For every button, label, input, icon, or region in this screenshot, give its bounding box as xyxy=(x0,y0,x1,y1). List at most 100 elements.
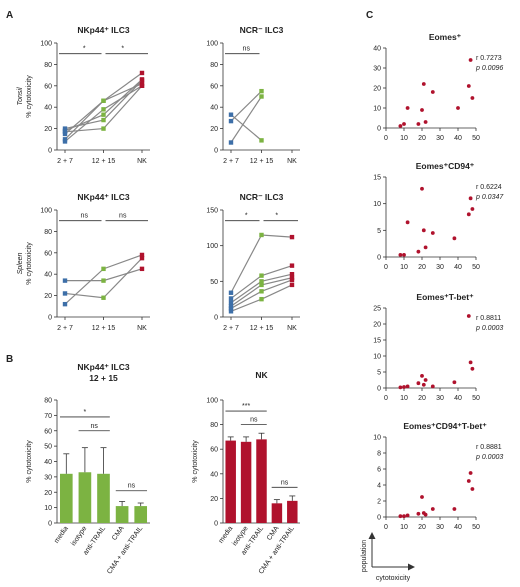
p-value: p 0.0003 xyxy=(475,454,503,461)
y-tick-label: 80 xyxy=(44,398,52,405)
x-tick-label: 30 xyxy=(436,264,444,271)
data-point xyxy=(402,514,406,519)
data-point xyxy=(405,513,410,518)
y-tick-label: 0 xyxy=(377,126,381,133)
y-axis-label: % cytotoxicity xyxy=(26,242,33,285)
x-tick-label: 0 xyxy=(384,264,388,271)
chart-title: Eomes⁺CD94⁺ xyxy=(416,161,475,171)
data-point xyxy=(259,88,264,94)
chart-title: NKp44⁺ ILC3 xyxy=(77,25,129,35)
data-point xyxy=(101,112,106,117)
y-tick-label: 10 xyxy=(44,505,52,512)
significance-label: *** xyxy=(242,403,250,410)
y-tick-label: 20 xyxy=(373,86,381,93)
x-tick-label: 50 xyxy=(472,135,480,142)
y-tick-label: 10 xyxy=(373,106,381,113)
data-point xyxy=(402,252,406,257)
x-tick-label: 2 + 7 xyxy=(57,158,73,165)
x-tick-label: 2 + 7 xyxy=(223,158,239,165)
chart-title: Eomes⁺T-bet⁺ xyxy=(416,292,474,302)
y-tick-label: 0 xyxy=(48,148,52,155)
x-tick-label: 20 xyxy=(418,135,426,142)
data-point xyxy=(139,70,145,76)
x-tick-label: 12 + 15 xyxy=(92,158,116,165)
significance-label: ns xyxy=(90,423,98,430)
y-tick-label: 0 xyxy=(214,521,218,528)
y-tick-label: 60 xyxy=(210,83,218,90)
x-tick-label: isotype xyxy=(70,525,89,547)
y-tick-label: 40 xyxy=(210,105,218,112)
data-point xyxy=(259,94,264,99)
data-point xyxy=(228,112,234,117)
panel-label-b: B xyxy=(6,354,13,365)
data-point xyxy=(101,98,106,103)
x-tick-label: 40 xyxy=(454,395,462,402)
y-tick-label: 10 xyxy=(373,435,381,442)
y-axis-label: % cytotoxicity xyxy=(26,75,33,118)
y-tick-label: 15 xyxy=(373,338,381,345)
y-tick-label: 150 xyxy=(206,208,218,215)
x-tick-label: 20 xyxy=(418,395,426,402)
y-tick-label: 15 xyxy=(373,175,381,182)
data-point xyxy=(456,106,460,110)
significance-label: * xyxy=(121,46,124,53)
significance-label: ns xyxy=(119,213,127,220)
data-point xyxy=(228,309,234,314)
data-point xyxy=(420,186,424,191)
data-point xyxy=(228,140,234,145)
x-tick-label: 30 xyxy=(436,135,444,142)
data-point xyxy=(430,507,435,511)
y-tick-label: 20 xyxy=(44,490,52,497)
bar xyxy=(59,473,73,523)
significance-label: ns xyxy=(281,479,289,486)
data-point xyxy=(468,196,473,201)
data-point xyxy=(259,289,264,294)
data-point xyxy=(101,126,106,131)
data-point xyxy=(289,272,295,277)
y-tick-label: 8 xyxy=(377,451,381,458)
data-point xyxy=(430,384,435,389)
x-tick-label: 12 + 15 xyxy=(92,325,116,332)
data-point xyxy=(468,360,473,365)
data-point xyxy=(101,278,106,283)
x-tick-label: 20 xyxy=(418,524,426,531)
r-value: r 0.6224 xyxy=(476,184,502,191)
data-point xyxy=(421,382,426,387)
x-tick-label: 10 xyxy=(400,395,408,402)
y-tick-label: 80 xyxy=(210,62,218,69)
y-tick-label: 80 xyxy=(210,422,218,429)
key-y-arrowhead xyxy=(368,532,376,539)
y-tick-label: 70 xyxy=(44,413,52,420)
y-tick-label: 5 xyxy=(377,370,381,377)
data-point xyxy=(398,124,403,128)
data-point xyxy=(423,120,428,124)
data-point xyxy=(289,234,295,240)
data-point xyxy=(259,279,264,284)
p-value: p 0.0003 xyxy=(475,325,503,332)
y-tick-label: 6 xyxy=(377,467,381,474)
data-point xyxy=(402,122,406,126)
y-tick-label: 100 xyxy=(206,41,218,48)
x-tick-label: 40 xyxy=(454,264,462,271)
x-tick-label: 30 xyxy=(436,395,444,402)
data-point xyxy=(289,277,295,283)
x-tick-label: CMA + anti-TRAIL xyxy=(106,525,144,575)
data-point xyxy=(423,245,428,250)
data-point xyxy=(228,300,234,305)
x-tick-label: 40 xyxy=(454,135,462,142)
x-tick-label: 20 xyxy=(418,264,426,271)
r-value: r 0.7273 xyxy=(476,55,502,62)
data-point xyxy=(416,511,421,516)
data-point xyxy=(416,381,421,386)
y-tick-label: 80 xyxy=(44,62,52,69)
data-point xyxy=(452,507,457,511)
panel-label-c: C xyxy=(366,10,373,21)
x-tick-label: 50 xyxy=(472,395,480,402)
y-tick-label: 0 xyxy=(48,315,52,322)
data-point xyxy=(466,314,471,318)
y-tick-label: 25 xyxy=(373,306,381,313)
significance-label: * xyxy=(275,213,278,220)
x-tick-label: NK xyxy=(137,325,147,332)
data-point xyxy=(430,231,435,235)
x-tick-label: 40 xyxy=(454,524,462,531)
